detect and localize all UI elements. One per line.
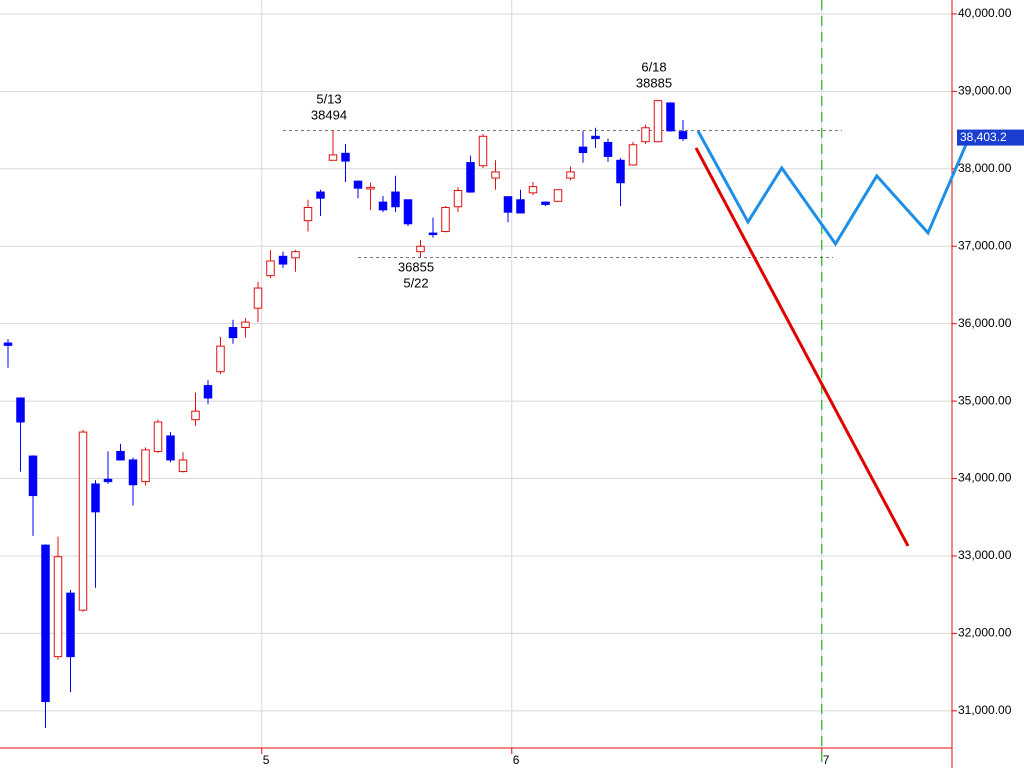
candle-body xyxy=(66,592,75,658)
candle-body xyxy=(216,345,225,373)
candle-body xyxy=(253,287,263,309)
candle-body xyxy=(228,327,238,339)
candle-body xyxy=(478,135,488,167)
candle-body xyxy=(303,207,313,222)
candle-body xyxy=(616,159,625,184)
candle-body xyxy=(528,186,538,194)
candle-body xyxy=(78,431,88,611)
candle-body xyxy=(566,171,575,179)
candle-body xyxy=(328,154,338,161)
candle-body xyxy=(378,201,388,211)
x-tick-label: 5 xyxy=(263,753,270,767)
candle-body xyxy=(191,410,200,421)
candle-body xyxy=(28,455,38,497)
candle-body xyxy=(603,141,613,157)
candle-body xyxy=(316,191,325,199)
candle-body xyxy=(578,146,588,154)
candle-body xyxy=(116,450,125,461)
y-tick-label: 34,000.00 xyxy=(958,471,1012,485)
level-date: 5/13 xyxy=(316,91,341,106)
y-tick-label: 39,000.00 xyxy=(958,84,1012,98)
price-label: 38,403.2 xyxy=(960,130,1007,144)
candle-body xyxy=(591,135,600,140)
forecast-line xyxy=(694,147,910,547)
candle-body xyxy=(266,260,275,277)
candle-body xyxy=(41,544,50,703)
candle-body xyxy=(541,201,550,205)
candle-body xyxy=(366,186,375,190)
candle-body xyxy=(416,245,425,253)
level-date: 5/22 xyxy=(403,275,428,290)
y-tick-label: 37,000.00 xyxy=(958,238,1012,252)
y-tick-label: 38,000.00 xyxy=(958,161,1012,175)
candle-body xyxy=(203,385,213,399)
candle-body xyxy=(466,162,475,193)
candle-body xyxy=(628,144,638,166)
candle-body xyxy=(141,449,150,483)
candle-body xyxy=(516,199,525,214)
candle-body xyxy=(16,397,25,423)
candle-body xyxy=(128,459,138,486)
y-tick-label: 40,000.00 xyxy=(958,6,1012,20)
candle-body xyxy=(153,421,163,452)
candle-body xyxy=(441,207,450,233)
candle-body xyxy=(3,342,13,346)
price-box xyxy=(957,129,1024,146)
candle-body xyxy=(341,152,350,162)
candle-body xyxy=(103,478,113,483)
y-tick-label: 32,000.00 xyxy=(958,626,1012,640)
candle-body xyxy=(641,127,650,143)
level-date: 6/18 xyxy=(641,59,666,74)
y-tick-label: 35,000.00 xyxy=(958,393,1012,407)
level-value: 36855 xyxy=(398,259,434,274)
y-tick-label: 31,000.00 xyxy=(958,703,1012,717)
candle-body xyxy=(91,483,100,513)
candle-body xyxy=(53,556,63,658)
candle-body xyxy=(553,189,563,202)
candle-body xyxy=(666,102,675,132)
y-tick-label: 36,000.00 xyxy=(958,316,1012,330)
candle-body xyxy=(678,131,688,140)
candle-body xyxy=(278,255,288,265)
x-tick-label: 6 xyxy=(513,753,520,767)
candle-body xyxy=(241,321,250,329)
candle-body xyxy=(491,171,500,179)
forecast-line xyxy=(696,130,970,247)
candle-body xyxy=(403,199,413,225)
candle-body xyxy=(166,435,175,461)
y-tick-label: 33,000.00 xyxy=(958,548,1012,562)
x-tick-label: 7 xyxy=(823,753,830,767)
candle-body xyxy=(391,191,400,208)
candle-body xyxy=(653,100,663,143)
candle-body xyxy=(453,189,463,208)
candle-body xyxy=(428,232,438,236)
candle-body xyxy=(503,196,513,213)
candle-body xyxy=(178,459,188,473)
level-value: 38885 xyxy=(636,75,672,90)
level-value: 38494 xyxy=(311,107,347,122)
candle-body xyxy=(291,251,300,259)
candle-body xyxy=(353,180,363,189)
